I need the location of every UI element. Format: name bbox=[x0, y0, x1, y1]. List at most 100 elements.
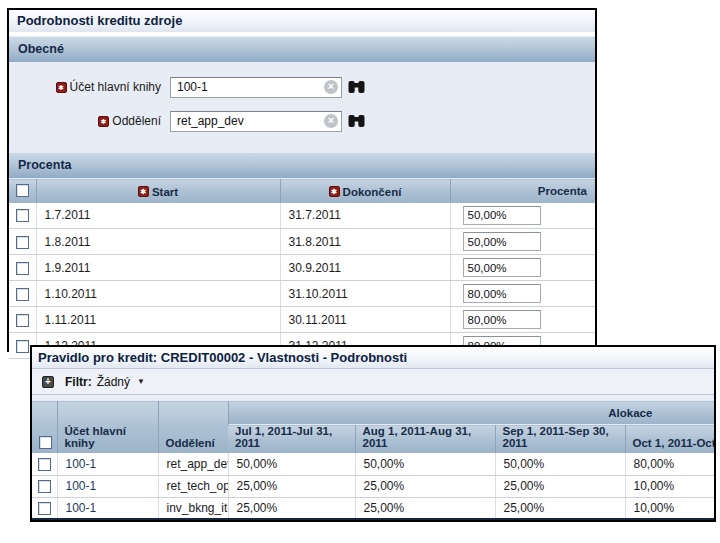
alloc-value: 25,00% bbox=[355, 475, 495, 497]
account-link[interactable]: 100-1 bbox=[57, 475, 158, 497]
required-icon: ✱ bbox=[329, 186, 340, 197]
section-header-percent: Procenta bbox=[9, 152, 595, 178]
end-date: 30.9.2011 bbox=[280, 255, 450, 281]
alloc-value: 25,00% bbox=[355, 497, 495, 519]
group-header-row: Účet hlavní knihy Oddělení Alokace bbox=[32, 401, 716, 425]
alloc-value: 10,00% bbox=[625, 497, 716, 519]
alloc-value: 10,00% bbox=[625, 475, 716, 497]
search-binoculars-icon[interactable] bbox=[348, 114, 365, 128]
start-date: 1.7.2011 bbox=[36, 203, 280, 229]
table-row: 100-1 ret_app_dev 50,00% 50,00% 50,00% 8… bbox=[32, 453, 716, 475]
window-title: Pravidlo pro kredit: CREDIT00002 - Vlast… bbox=[32, 347, 714, 369]
department-cell: ret_tech_ops bbox=[158, 475, 228, 497]
department-cell: inv_bkng_it bbox=[158, 497, 228, 519]
clear-icon[interactable]: × bbox=[324, 80, 338, 94]
filter-bar: + Filtr: Žádný ▼ bbox=[32, 369, 714, 395]
percent-input[interactable] bbox=[463, 258, 541, 277]
clear-icon[interactable]: × bbox=[324, 114, 338, 128]
col-end: ✱Dokončení bbox=[280, 179, 450, 203]
col-account: Účet hlavní knihy bbox=[57, 401, 158, 454]
required-icon: ✱ bbox=[56, 82, 67, 93]
col-month-sep: Sep 1, 2011-Sep 30, 2011 bbox=[495, 425, 625, 454]
filter-value[interactable]: Žádný bbox=[97, 375, 130, 389]
expand-plus-icon[interactable]: + bbox=[42, 376, 54, 388]
table-row: 1.9.2011 30.9.2011 bbox=[9, 255, 595, 281]
percent-table: ✱Start ✱Dokončení Procenta 1.7.2011 31.7… bbox=[9, 178, 595, 359]
select-all-checkbox[interactable] bbox=[16, 184, 29, 197]
alloc-value: 50,00% bbox=[495, 453, 625, 475]
row-checkbox[interactable] bbox=[38, 458, 51, 471]
department-label: ✱ Oddělení bbox=[9, 114, 161, 128]
department-field-box: × bbox=[170, 111, 342, 132]
row-checkbox[interactable] bbox=[16, 236, 29, 249]
search-binoculars-icon[interactable] bbox=[348, 80, 365, 94]
select-all-cell bbox=[9, 179, 36, 203]
title-prefix: Pravidlo pro kredit: CREDIT00002 - bbox=[38, 350, 257, 365]
col-month-oct: Oct 1, 2011-Oct 31, 2011 bbox=[625, 425, 716, 454]
required-icon: ✱ bbox=[98, 116, 109, 127]
end-date: 31.10.2011 bbox=[280, 281, 450, 307]
table-row: 100-1 ret_tech_ops 25,00% 25,00% 25,00% … bbox=[32, 475, 716, 497]
row-checkbox[interactable] bbox=[38, 480, 51, 493]
department-input[interactable] bbox=[177, 114, 324, 128]
field-row-account: ✱ Účet hlavní knihy × bbox=[9, 76, 595, 98]
select-all-cell bbox=[32, 401, 57, 454]
account-field-box: × bbox=[170, 77, 342, 98]
table-row: 100-1 inv_bkng_it 25,00% 25,00% 25,00% 1… bbox=[32, 497, 716, 519]
required-icon: ✱ bbox=[138, 186, 149, 197]
alloc-value: 25,00% bbox=[495, 475, 625, 497]
col-department: Oddělení bbox=[158, 401, 228, 454]
start-date: 1.11.2011 bbox=[36, 307, 280, 333]
end-date: 31.7.2011 bbox=[280, 203, 450, 229]
end-date: 30.11.2011 bbox=[280, 307, 450, 333]
alloc-value: 25,00% bbox=[495, 497, 625, 519]
account-link[interactable]: 100-1 bbox=[57, 453, 158, 475]
percent-input[interactable] bbox=[463, 206, 541, 225]
start-date: 1.9.2011 bbox=[36, 255, 280, 281]
allocation-table-wrap: Účet hlavní knihy Oddělení Alokace Jul 1… bbox=[32, 400, 714, 520]
row-checkbox[interactable] bbox=[16, 209, 29, 222]
end-date: 31.8.2011 bbox=[280, 229, 450, 255]
field-row-department: ✱ Oddělení × bbox=[9, 110, 595, 132]
percent-input[interactable] bbox=[463, 284, 541, 303]
section-header-general: Obecné bbox=[9, 36, 595, 62]
table-row: 1.10.2011 31.10.2011 bbox=[9, 281, 595, 307]
alloc-value: 50,00% bbox=[355, 453, 495, 475]
credit-rule-window: Pravidlo pro kredit: CREDIT00002 - Vlast… bbox=[30, 345, 716, 522]
col-percent: Procenta bbox=[450, 179, 595, 203]
table-row: 1.7.2011 31.7.2011 bbox=[9, 203, 595, 229]
title-italic: Vlastnosti - Podrobnosti bbox=[257, 350, 407, 365]
row-checkbox[interactable] bbox=[16, 340, 29, 353]
col-month-jul: Jul 1, 2011-Jul 31, 2011 bbox=[228, 425, 355, 454]
table-row: 1.11.2011 30.11.2011 bbox=[9, 307, 595, 333]
percent-input[interactable] bbox=[463, 310, 541, 329]
col-month-aug: Aug 1, 2011-Aug 31, 2011 bbox=[355, 425, 495, 454]
general-form: ✱ Účet hlavní knihy × ✱ Oddělení × bbox=[9, 62, 595, 152]
department-cell: ret_app_dev bbox=[158, 453, 228, 475]
alloc-value: 25,00% bbox=[228, 497, 355, 519]
account-input[interactable] bbox=[177, 80, 324, 94]
percent-table-header: ✱Start ✱Dokončení Procenta bbox=[9, 179, 595, 203]
row-checkbox[interactable] bbox=[16, 262, 29, 275]
row-checkbox[interactable] bbox=[16, 288, 29, 301]
account-label: ✱ Účet hlavní knihy bbox=[9, 80, 161, 94]
department-label-text: Oddělení bbox=[112, 114, 161, 128]
alloc-value: 25,00% bbox=[228, 475, 355, 497]
credit-detail-window: Podrobnosti kreditu zdroje Obecné ✱ Účet… bbox=[7, 8, 597, 352]
select-all-checkbox[interactable] bbox=[39, 436, 52, 449]
percent-input[interactable] bbox=[463, 232, 541, 251]
alloc-value: 50,00% bbox=[228, 453, 355, 475]
account-label-text: Účet hlavní knihy bbox=[70, 80, 161, 94]
window-title: Podrobnosti kreditu zdroje bbox=[9, 10, 595, 32]
col-start: ✱Start bbox=[36, 179, 280, 203]
row-checkbox[interactable] bbox=[38, 502, 51, 515]
alloc-value: 80,00% bbox=[625, 453, 716, 475]
filter-label: Filtr: bbox=[65, 375, 92, 389]
start-date: 1.8.2011 bbox=[36, 229, 280, 255]
row-checkbox[interactable] bbox=[16, 314, 29, 327]
col-group-allocation: Alokace bbox=[228, 401, 716, 425]
table-row: 1.8.2011 31.8.2011 bbox=[9, 229, 595, 255]
account-link[interactable]: 100-1 bbox=[57, 497, 158, 519]
chevron-down-icon[interactable]: ▼ bbox=[137, 377, 145, 386]
start-date: 1.10.2011 bbox=[36, 281, 280, 307]
